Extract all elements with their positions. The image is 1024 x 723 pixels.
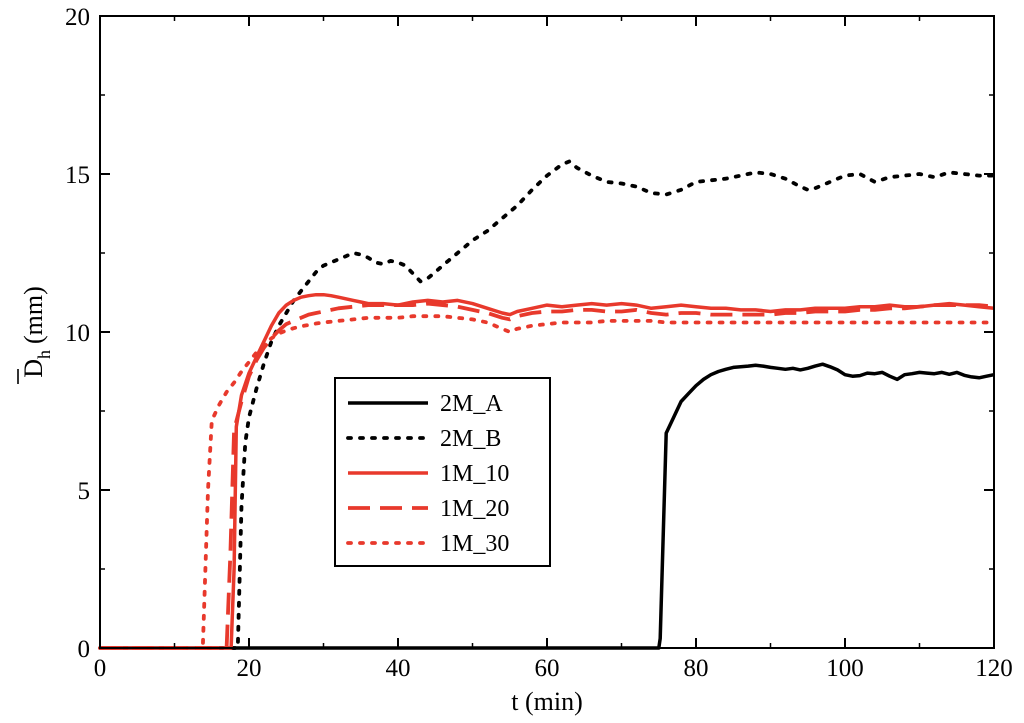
legend-label-2m-a: 2M_A (440, 391, 503, 417)
x-tick-label: 0 (94, 655, 107, 682)
series-line-2m-a (100, 362, 995, 650)
series-layer (98, 159, 996, 650)
legend: 2M_A 2M_B 1M_10 1M_20 1M_30 (334, 377, 551, 567)
x-tick-label: 120 (975, 655, 1013, 682)
x-tick-label: 60 (535, 655, 560, 682)
y-tick-label: 10 (65, 320, 90, 347)
y-tick-label: 5 (78, 478, 91, 505)
y-axis-label-sub: h (34, 350, 54, 359)
y-tick-label: 0 (78, 636, 91, 663)
series-line-1m-10 (100, 292, 995, 650)
x-tick-label: 20 (237, 655, 262, 682)
series-line-1m-30 (98, 314, 996, 650)
y-tick-label: 20 (65, 4, 90, 31)
y-axis-label-main: D (19, 359, 48, 378)
series-line-1m-20 (100, 301, 995, 650)
legend-label-1m-30: 1M_30 (440, 531, 509, 557)
y-axis-label: Dh (mm) (17, 286, 54, 384)
x-axis-label: t (min) (511, 687, 583, 716)
legend-label-1m-20: 1M_20 (440, 496, 509, 522)
legend-label-1m-10: 1M_10 (440, 461, 509, 487)
legend-label-2m-b: 2M_B (440, 426, 501, 452)
y-tick-label: 15 (65, 162, 90, 189)
svg-text:Dh(mm): Dh (mm) (19, 286, 54, 378)
series-line-2m-b (98, 159, 996, 650)
tick-layer: 0 20 40 60 80 100 120 0 5 10 15 20 (65, 4, 1013, 682)
x-tick-label: 80 (684, 655, 709, 682)
x-tick-label: 100 (826, 655, 864, 682)
x-tick-label: 40 (386, 655, 411, 682)
y-axis-label-unit: (mm) (19, 286, 48, 344)
